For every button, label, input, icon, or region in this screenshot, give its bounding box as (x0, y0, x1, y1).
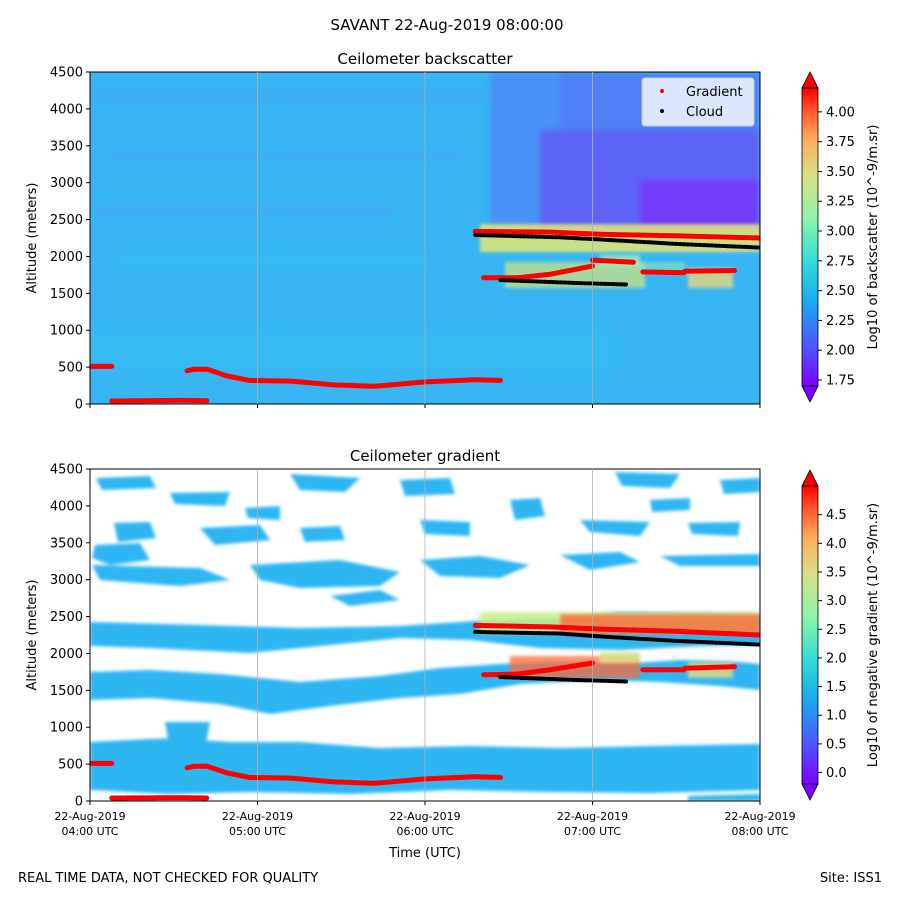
gradient-colorbar-tick-label: 2.5 (826, 623, 847, 638)
backscatter-y-tick-label: 1500 (50, 287, 83, 302)
backscatter-panel: Ceilometer backscatter (25, 50, 881, 413)
backscatter-y-tick-label: 3500 (50, 139, 83, 154)
backscatter-cloud-marker-line (498, 278, 628, 287)
gradient-colorbar-tick-label: 3.0 (826, 594, 847, 609)
backscatter-axes: 0 500 1000 1500 2000 2500 3000 3500 4000 4500 (50, 66, 761, 413)
gradient-y-tick-label: 0 (75, 795, 83, 810)
gradient-y-tick-label: 1000 (50, 721, 83, 736)
gradient-y-tick-label: 2500 (50, 610, 83, 625)
legend-cloud-label: Cloud (686, 105, 723, 120)
backscatter-y-tick-label: 500 (58, 361, 83, 376)
gradient-y-tick-label: 4500 (50, 463, 83, 478)
backscatter-gradient-marker-line (184, 366, 503, 389)
gradient-colorbar-tick-label: 4.5 (826, 508, 847, 523)
gradient-colorbar-tick-label: 0.5 (826, 737, 847, 752)
backscatter-colorbar-scale (802, 88, 818, 386)
backscatter-y-tick-label: 4000 (50, 102, 83, 117)
gradient-y-tick-label: 4000 (50, 499, 83, 514)
gradient-gradient-marker-line (184, 763, 503, 786)
gradient-gradient-marker-line (472, 622, 760, 638)
backscatter-y-tick-label: 4500 (50, 66, 83, 81)
gradient-y-tick-label: 500 (58, 758, 83, 773)
gradient-x-tick-date: 22-Aug-2019 (54, 810, 125, 823)
gradient-x-tick-time: 07:00 UTC (564, 825, 621, 838)
gradient-x-tick-time: 04:00 UTC (61, 825, 118, 838)
backscatter-series-layer (90, 228, 760, 404)
gradient-colorbar-tick-label: 3.5 (826, 565, 847, 580)
backscatter-y-tick-label: 2500 (50, 213, 83, 228)
gradient-axes: 22-Aug-2019 04:00 UTC 22-Aug-2019 05:00 UTC… (50, 463, 796, 839)
gradient-panel: Ceilometer gradient (25, 447, 881, 861)
figure-title: SAVANT 22-Aug-2019 08:00:00 (331, 16, 564, 34)
gradient-y-tick-label: 1500 (50, 684, 83, 699)
gradient-y-tick-label: 3000 (50, 573, 83, 588)
gradient-colorbar-tick-label: 2.0 (826, 651, 847, 666)
gradient-colorbar-tick-label: 0.0 (826, 766, 847, 781)
backscatter-colorbar-tick-label: 3.25 (826, 195, 855, 210)
backscatter-colorbar-tick-label: 3.75 (826, 135, 855, 150)
gradient-title: Ceilometer gradient (350, 447, 500, 465)
gradient-colorbar-label: Log10 of negative gradient (10^-9/m.sr) (866, 503, 881, 767)
gradient-gradient-marker-line (682, 664, 738, 671)
gradient-y-tick-label: 3500 (50, 536, 83, 551)
backscatter-gradient-marker-line (472, 228, 760, 241)
backscatter-cloud-marker-line (473, 233, 760, 250)
gradient-x-tick-date: 22-Aug-2019 (389, 810, 460, 823)
backscatter-colorbar-max-arrow (801, 71, 819, 89)
gradient-colorbar-tick-label: 1.0 (826, 709, 847, 724)
gradient-x-tick-date: 22-Aug-2019 (724, 810, 795, 823)
backscatter-y-tick-label: 1000 (50, 324, 83, 339)
legend-cloud-marker (660, 109, 664, 113)
backscatter-gradient-marker-line (590, 257, 637, 265)
backscatter-gradient-marker-line (481, 263, 595, 281)
legend-gradient-marker (660, 89, 664, 93)
gradient-y-tick-label: 2000 (50, 647, 83, 662)
legend-gradient-label: Gradient (686, 85, 743, 100)
gradient-xlabel: Time (UTC) (388, 846, 461, 861)
backscatter-y-tick-label: 2000 (50, 250, 83, 265)
gradient-x-tick-date: 22-Aug-2019 (557, 810, 628, 823)
legend: Gradient Cloud (641, 77, 755, 127)
backscatter-colorbar-tick-label: 2.25 (826, 314, 855, 329)
backscatter-colorbar-label: Log10 of backscatter (10^-9/m.sr) (866, 125, 881, 350)
gradient-cloud-marker-line (498, 675, 628, 684)
gradient-colorbar: 0.0 0.5 1.0 1.5 2.0 2.5 3.0 3.5 4.0 4.5 Log10 of … (801, 469, 881, 801)
gradient-colorbar-scale (802, 486, 818, 784)
backscatter-colorbar-tick-label: 2.75 (826, 254, 855, 269)
gradient-cloud-marker-line (473, 630, 760, 647)
backscatter-y-tick-label: 3000 (50, 176, 83, 191)
backscatter-colorbar-tick-label: 4.00 (826, 105, 855, 120)
backscatter-colorbar: 1.75 2.00 2.25 2.50 2.75 3.00 3.25 3.50 3.75 4.00… (801, 71, 881, 403)
backscatter-ylabel: Altitude (meters) (25, 183, 40, 294)
backscatter-colorbar-tick-label: 2.00 (826, 344, 855, 359)
gradient-series-layer (90, 622, 760, 801)
gradient-x-tick-date: 22-Aug-2019 (222, 810, 293, 823)
backscatter-y-tick-label: 0 (75, 398, 83, 413)
footer-quality-note: REAL TIME DATA, NOT CHECKED FOR QUALITY (18, 871, 318, 886)
backscatter-title: Ceilometer backscatter (337, 50, 513, 68)
backscatter-colorbar-min-arrow (801, 385, 819, 403)
backscatter-colorbar-tick-label: 3.00 (826, 225, 855, 240)
gradient-x-tick-time: 06:00 UTC (396, 825, 453, 838)
backscatter-gradient-marker-line (682, 268, 738, 274)
gradient-colorbar-max-arrow (801, 469, 819, 487)
footer-site: Site: ISS1 (820, 871, 882, 886)
backscatter-colorbar-tick-label: 2.50 (826, 284, 855, 299)
gradient-colorbar-tick-label: 1.5 (826, 680, 847, 695)
gradient-colorbar-min-arrow (801, 783, 819, 801)
gradient-x-tick-time: 08:00 UTC (731, 825, 788, 838)
gradient-ylabel: Altitude (meters) (25, 580, 40, 691)
backscatter-gradient-marker-line (109, 397, 210, 404)
backscatter-colorbar-tick-label: 1.75 (826, 374, 855, 389)
gradient-x-tick-time: 05:00 UTC (229, 825, 286, 838)
backscatter-colorbar-tick-label: 3.50 (826, 165, 855, 180)
backscatter-gradient-marker-line (640, 269, 688, 276)
gradient-colorbar-tick-label: 4.0 (826, 537, 847, 552)
gradient-gradient-marker-line (481, 660, 595, 678)
